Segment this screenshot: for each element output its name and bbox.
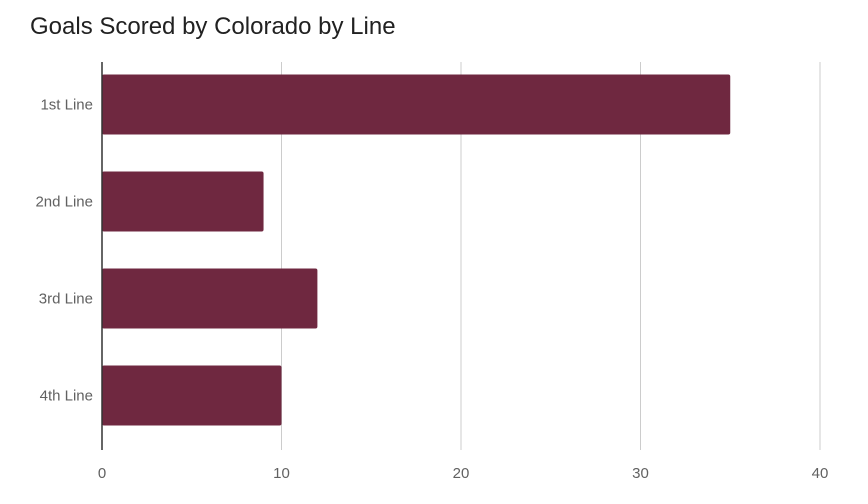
x-tick-label: 10 [273, 465, 290, 482]
x-tick-labels: 0 10 20 30 40 [98, 465, 829, 482]
bar [102, 74, 731, 135]
x-tick-label: 40 [812, 465, 829, 482]
bar [102, 268, 318, 329]
category-label: 3rd Line [39, 291, 93, 308]
category-labels: 1st Line 2nd Line 3rd Line 4th Line [35, 97, 93, 405]
category-label: 4th Line [40, 388, 93, 405]
category-label: 2nd Line [35, 194, 93, 211]
x-tick-label: 0 [98, 465, 106, 482]
x-tick-label: 20 [453, 465, 470, 482]
bar [102, 365, 282, 426]
x-tick-label: 30 [632, 465, 649, 482]
category-label: 1st Line [40, 97, 93, 114]
bars [102, 74, 731, 426]
bar [102, 171, 264, 232]
chart-title: Goals Scored by Colorado by Line [30, 13, 396, 40]
